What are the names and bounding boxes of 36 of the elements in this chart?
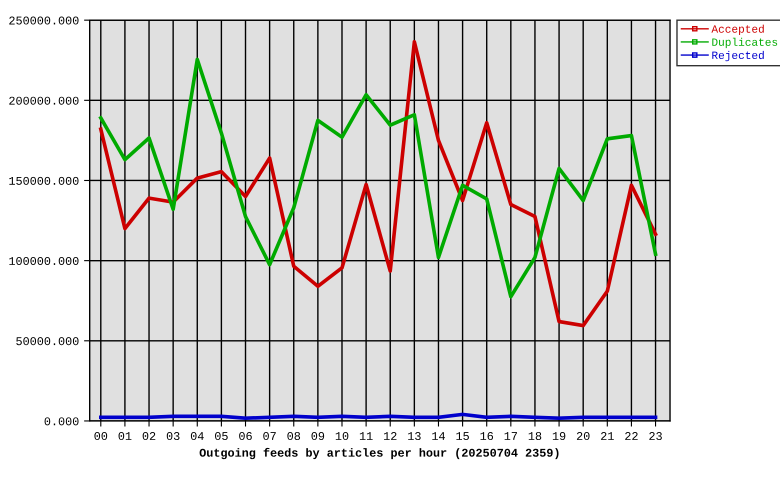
x-tick-label: 08 [287, 432, 300, 440]
x-tick-label: 23 [649, 432, 662, 440]
x-tick-label: 19 [552, 432, 566, 440]
y-tick-label: 200000.000 [9, 96, 79, 105]
x-tick-label: 14 [432, 432, 445, 440]
x-tick-label: 03 [166, 432, 180, 440]
x-tick-label: 07 [263, 432, 276, 440]
x-tick-label: 16 [480, 432, 494, 440]
x-axis-title: Outgoing feeds by articles per hour (20250704 2359) [200, 448, 559, 460]
x-tick-label: 18 [528, 432, 542, 440]
x-tick-label: 13 [408, 432, 421, 440]
y-tick-label: 50000.000 [16, 337, 79, 346]
x-tick-label: 21 [601, 432, 614, 440]
line-series [98, 40, 658, 328]
x-tick-label: 11 [360, 432, 373, 440]
x-tick-label: 01 [118, 432, 132, 440]
x-tick-label: 00 [94, 432, 108, 440]
x-tick-label: 22 [625, 432, 638, 440]
x-tick-label: 15 [456, 432, 469, 440]
legend-label: Accepted [711, 24, 764, 35]
legend-label: Rejected [712, 50, 764, 62]
y-tick-label: 150000.000 [9, 176, 79, 185]
x-tick-label: 17 [504, 432, 517, 440]
x-tick-label: 10 [336, 432, 348, 440]
x-tick-label: 04 [190, 432, 204, 440]
x-tick-label: 06 [239, 432, 252, 440]
line-series [98, 58, 658, 299]
x-tick-label: 09 [312, 432, 324, 440]
x-tick-label: 20 [576, 432, 590, 440]
x-tick-label: 05 [215, 432, 228, 440]
x-tick-label: 12 [384, 432, 396, 440]
legend-label: Duplicates [712, 38, 778, 48]
y-tick-label: 250000.000 [9, 16, 79, 25]
y-tick-label: 0.000 [44, 417, 79, 426]
y-tick-label: 100000.000 [9, 257, 79, 266]
x-tick-label: 02 [142, 432, 156, 440]
